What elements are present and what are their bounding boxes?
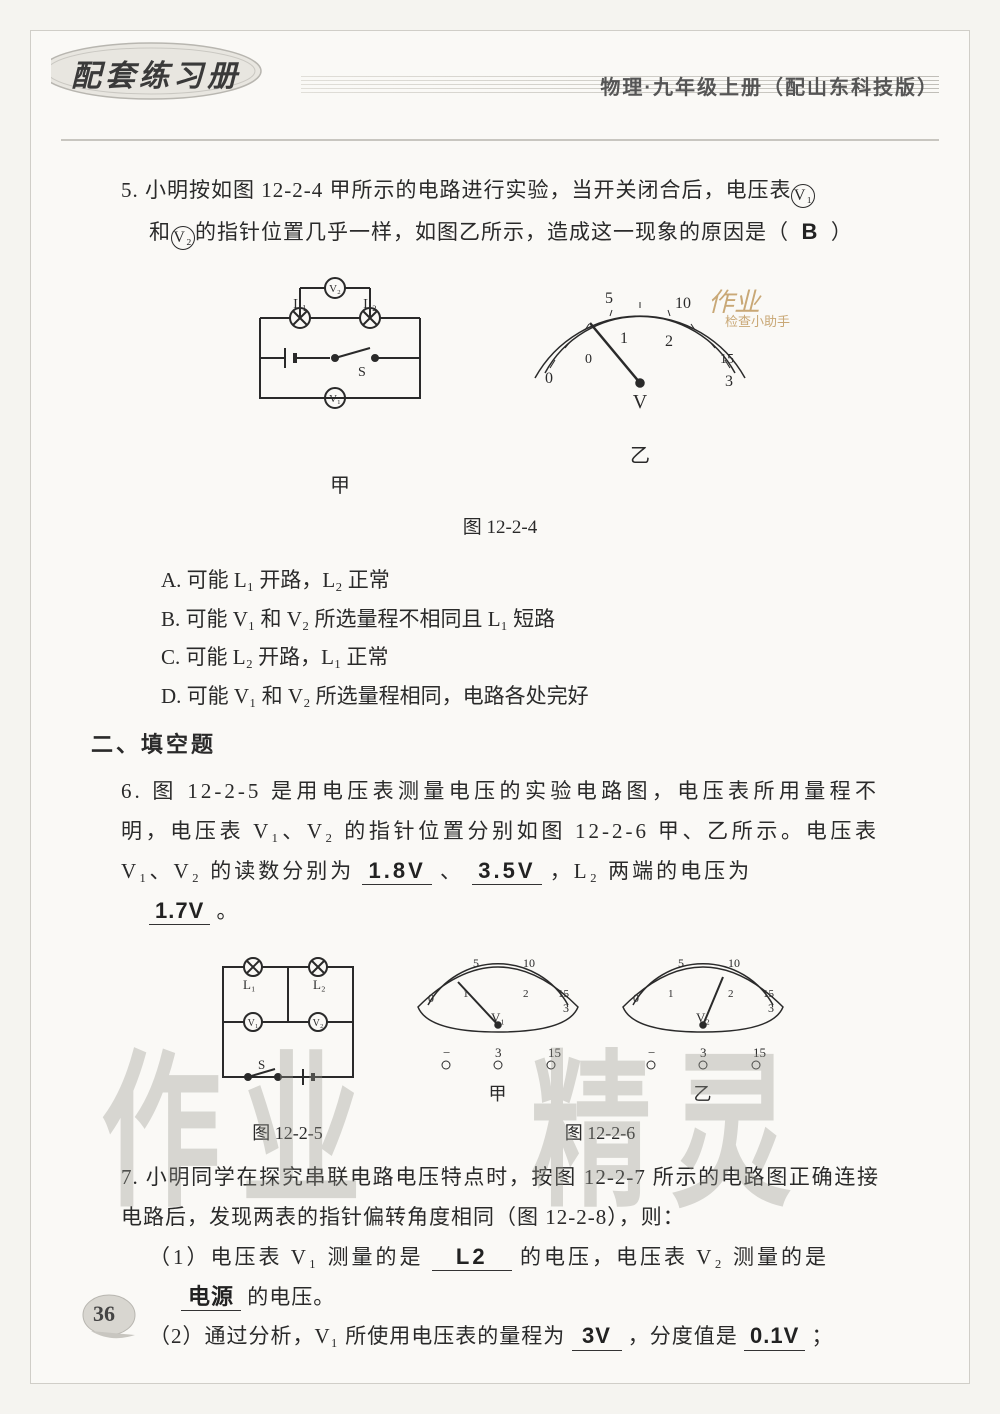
q7-blank-1: L2 [432,1244,512,1271]
q6-caption-right: 图 12-2-6 [403,1116,798,1150]
circuit-V2-label: V₂ [329,283,341,295]
q5-circuit-diagram: L₁ L₂ V₂ V₁ S 甲 [230,268,450,505]
svg-text:0: 0 [585,352,592,367]
q7-part1b: 的电压，电压表 V₂ 测量的是 [520,1245,829,1269]
q6-text-2: ，L₂ 两端的电压为 [550,859,752,883]
circuit-V1-label: V₁ [329,393,341,405]
q5-option-A: A. 可能 L₁ 开路，L₂ 正常 [161,561,879,600]
svg-text:3: 3 [700,1045,707,1060]
q5-text-2b: 的指针位置几乎一样，如图乙所示，造成这一现象的原因是（ [195,220,789,244]
svg-text:3: 3 [725,373,733,390]
svg-text:L₂: L₂ [313,977,325,992]
svg-text:3: 3 [563,1001,569,1015]
q5-answer: B [802,219,819,244]
q7-text-1: 小明同学在探究串联电路电压特点时，按图 12-2-7 所示的电路图正确连接电路后… [121,1165,879,1229]
q6-blank-1: 1.8V [362,858,431,885]
q5-figure-caption: 图 12-2-4 [121,510,879,546]
circuit-L2-label: L₂ [363,297,377,312]
q5-options: A. 可能 L₁ 开路，L₂ 正常 B. 可能 V₁ 和 V₂ 所选量程不相同且… [161,561,879,716]
content-area: 5. 小明按如图 12-2-4 甲所示的电路进行实验，当开关闭合后，电压表V₁ … [31,141,969,1357]
q5-sub-caption-right: 乙 [510,437,770,475]
svg-text:−: − [443,1045,450,1060]
q7-blank-2: 电源 [181,1284,241,1311]
page: 配套练习册 物理·九年级上册（配山东科技版） 5. 小明按如图 12-2-4 甲… [30,30,970,1384]
q5-text-2a: 和 [149,220,171,244]
q5-option-D: D. 可能 V₁ 和 V₂ 所选量程相同，电路各处完好 [161,677,879,716]
stamp-subtext: 检查小助手 [725,310,790,335]
badge-title: 配套练习册 [71,51,241,95]
svg-text:15: 15 [753,1045,766,1060]
header-subject: 物理·九年级上册（配山东科技版） [600,71,939,100]
svg-text:2: 2 [665,333,673,350]
svg-text:V₂: V₂ [312,1018,323,1029]
section-2-heading: 二、填空题 [91,724,879,766]
q6-figure-row: L₁ L₂ V₁ V₂ S 图 12-2-5 [121,947,879,1150]
svg-text:15: 15 [763,988,775,1000]
question-7: 7. 小明同学在探究串联电路电压特点时，按图 12-2-7 所示的电路图正确连接… [121,1158,879,1357]
svg-text:1: 1 [620,330,628,347]
svg-text:1: 1 [668,988,674,1000]
svg-text:2: 2 [523,988,529,1000]
svg-text:−: − [648,1045,655,1060]
svg-text:V: V [633,391,648,413]
svg-text:0: 0 [633,991,639,1005]
q7-part2c: ； [812,1324,834,1348]
svg-text:15: 15 [720,352,734,367]
q6-circuit-diagram: L₁ L₂ V₁ V₂ S 图 12-2-5 [203,947,373,1150]
svg-text:V₁: V₁ [247,1018,258,1029]
q5-sub-caption-left: 甲 [230,467,450,505]
q7-blank-3: 3V [572,1323,622,1350]
q6-voltmeter-dials: 5 10 0 1 2 15 3 V₁ − 3 15 [403,947,798,1150]
svg-text:3: 3 [495,1045,502,1060]
q6-number: 6. [121,779,143,803]
page-header: 配套练习册 物理·九年级上册（配山东科技版） [61,51,939,141]
q6-caption-left: 图 12-2-5 [203,1116,373,1150]
q6-sep: 、 [440,859,464,883]
q5-option-B: B. 可能 V₁ 和 V₂ 所选量程不相同且 L₁ 短路 [161,600,879,639]
q7-part2b: ，分度值是 [628,1324,738,1348]
svg-text:S: S [258,1057,265,1072]
svg-text:L₁: L₁ [243,977,255,992]
header-badge: 配套练习册 [51,41,271,101]
question-6: 6. 图 12-2-5 是用电压表测量电压的实验电路图，电压表所用量程不明，电压… [121,772,879,1150]
q6-text-3: 。 [217,899,239,923]
svg-text:1: 1 [463,988,469,1000]
q5-option-C: C. 可能 L₂ 开路，L₁ 正常 [161,638,879,677]
q7-blank-4: 0.1V [744,1323,805,1350]
svg-text:10: 10 [523,956,535,970]
svg-text:5: 5 [473,956,479,970]
q6-sub-right: 乙 [608,1077,798,1111]
svg-text:0: 0 [428,991,434,1005]
svg-text:0: 0 [545,370,553,387]
svg-text:15: 15 [558,988,570,1000]
page-number: 36 [93,1301,115,1327]
q7-part1c: 的电压。 [247,1285,335,1309]
voltmeter-v2-symbol: V₂ [171,226,195,250]
q5-text-2c: ） [831,220,853,244]
q6-sub-left: 甲 [403,1077,593,1111]
q7-part1a: （1）电压表 V₁ 测量的是 [149,1245,424,1269]
circuit-S-label: S [358,365,366,380]
q6-blank-3: 1.7V [149,898,210,925]
q5-text-1: 小明按如图 12-2-4 甲所示的电路进行实验，当开关闭合后，电压表 [145,178,791,202]
q6-blank-2: 3.5V [472,858,541,885]
voltmeter-v1-symbol: V₁ [791,184,815,208]
svg-text:10: 10 [675,295,691,312]
q7-number: 7. [121,1165,139,1189]
circuit-L1-label: L₁ [293,297,306,312]
svg-text:5: 5 [605,290,613,307]
svg-text:3: 3 [768,1001,774,1015]
q5-voltmeter-dial: 5 10 0 0 1 2 15 3 V 作业 检查小助手 乙 [510,268,770,505]
q5-figure-row: L₁ L₂ V₂ V₁ S 甲 [121,268,879,505]
svg-text:10: 10 [728,956,740,970]
svg-text:15: 15 [548,1045,561,1060]
svg-text:V₂: V₂ [696,1010,710,1025]
page-number-badge: 36 [81,1293,141,1343]
q7-part2a: （2）通过分析，V₁ 所使用电压表的量程为 [149,1324,565,1348]
svg-text:V₁: V₁ [491,1010,505,1025]
svg-text:5: 5 [678,956,684,970]
q5-number: 5. [121,178,139,202]
svg-text:2: 2 [728,988,734,1000]
question-5: 5. 小明按如图 12-2-4 甲所示的电路进行实验，当开关闭合后，电压表V₁ … [121,171,879,716]
